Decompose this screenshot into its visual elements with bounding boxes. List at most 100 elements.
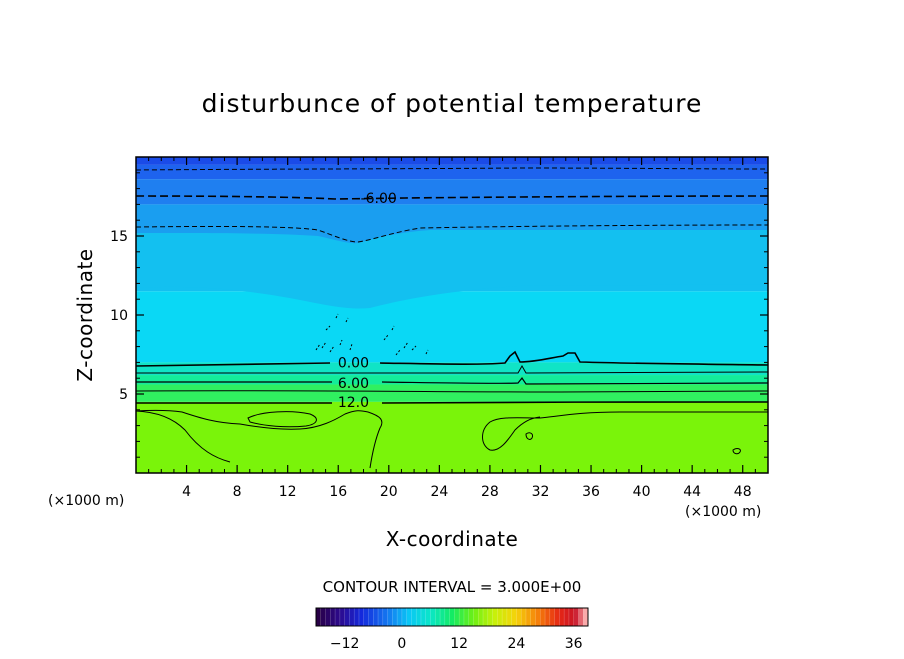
- y-tick-label: 5: [119, 387, 128, 403]
- contour-band: [136, 362, 768, 376]
- x-tick-label: 20: [380, 484, 398, 500]
- colorbar-swatch: [420, 608, 427, 626]
- y-tick-label: 15: [110, 229, 128, 245]
- colorbar-swatch: [411, 608, 417, 626]
- colorbar-tick-label: 36: [565, 636, 583, 652]
- colorbar-swatch: [440, 608, 446, 626]
- contour-line-12: [136, 401, 768, 404]
- colorbar-swatch: [559, 608, 565, 626]
- x-tick-label: 24: [430, 484, 448, 500]
- x-tick-label: 12: [279, 484, 297, 500]
- x-tick-label: 16: [329, 484, 347, 500]
- colorbar-swatch: [535, 608, 541, 626]
- colorbar-swatch: [406, 608, 412, 626]
- colorbar-tick-label: 12: [450, 636, 468, 652]
- contour-lines: [136, 167, 768, 469]
- x-unit-left: (×1000 m): [48, 493, 124, 509]
- x-tick-label: 28: [481, 484, 499, 500]
- contour-band: [136, 375, 768, 385]
- colorbar-swatch: [502, 608, 508, 626]
- contour-band: [136, 384, 768, 402]
- contour-interval-label: CONTOUR INTERVAL = 3.000E+00: [323, 578, 582, 596]
- colorbar-swatch: [511, 608, 517, 626]
- colorbar-swatch: [444, 608, 451, 626]
- colorbar-swatch: [578, 608, 584, 626]
- colorbar-swatch: [392, 608, 398, 626]
- colorbar-swatch: [378, 608, 384, 626]
- colorbar-swatch: [373, 608, 379, 626]
- colorbar-swatch: [487, 608, 493, 626]
- contour-label: 6.00: [338, 376, 369, 392]
- contour-band: [136, 179, 768, 205]
- colorbar-swatch: [435, 608, 441, 626]
- contour-line-neg9: [136, 167, 768, 171]
- colorbar-swatch: [397, 608, 403, 626]
- filled-features: [136, 226, 768, 410]
- contour-bands: [136, 157, 768, 473]
- colorbar-swatch: [335, 608, 341, 626]
- contour-line-0: [136, 350, 768, 367]
- colorbar-swatch: [339, 608, 346, 626]
- x-tick-label: 8: [233, 484, 242, 500]
- contour-band: [136, 164, 768, 180]
- colorbar-swatch: [430, 608, 436, 626]
- contour-line-3: [136, 364, 768, 374]
- colorbar-swatch: [344, 608, 350, 626]
- y-axis-label: Z-coordinate: [73, 248, 97, 381]
- colorbar-swatch: [521, 608, 527, 626]
- colorbar-swatch: [459, 608, 465, 626]
- colorbar-swatch: [358, 608, 365, 626]
- contour-line-neg6: [136, 195, 768, 200]
- colorbar-swatch: [368, 608, 374, 626]
- colorbar-swatch: [497, 608, 503, 626]
- colorbar-swatch: [583, 608, 589, 626]
- colorbar-swatch: [473, 608, 479, 626]
- colorbar-swatch: [554, 608, 560, 626]
- contour-label: 12.0: [338, 395, 369, 411]
- x-tick-label: 4: [182, 484, 191, 500]
- colorbar-swatch: [568, 608, 575, 626]
- colorbar-ticks: −12 0 12 24 36: [330, 636, 583, 652]
- x-tick-label: 40: [633, 484, 651, 500]
- x-unit-right: (×1000 m): [685, 504, 761, 520]
- colorbar-frame: [315, 607, 589, 627]
- contour-line-neg3: [136, 224, 768, 243]
- chart-title: disturbunce of potential temperature: [202, 89, 703, 118]
- x-axis-ticks: 4 8 12 16 20 24 28 32 36 40 44 48: [148, 157, 756, 500]
- plot-area: -6.00 0.00 6.00 12.0: [136, 157, 768, 473]
- colorbar-swatch: [483, 608, 489, 626]
- x-tick-label: 48: [734, 484, 752, 500]
- contour-line-15: [136, 409, 768, 469]
- colorbar-swatch: [468, 608, 474, 626]
- colorbar-tick-label: −12: [330, 636, 360, 652]
- colorbar-swatch: [454, 608, 460, 626]
- colorbar-swatch: [363, 608, 369, 626]
- colorbar-swatch: [449, 608, 455, 626]
- upper-band-dip: [136, 226, 768, 244]
- low-level-green-bulge: [136, 403, 768, 410]
- colorbar-swatch: [516, 608, 522, 626]
- colorbar-swatch: [325, 608, 331, 626]
- contour-band: [136, 291, 768, 363]
- colorbar-swatch: [506, 608, 513, 626]
- colorbar-swatch: [320, 608, 326, 626]
- y-tick-label: 10: [110, 308, 128, 324]
- colorbar-swatch: [492, 608, 498, 626]
- x-tick-label: 32: [532, 484, 550, 500]
- colorbar-swatch: [387, 608, 393, 626]
- colorbar-swatch: [382, 608, 388, 626]
- colorbar-swatch: [330, 608, 336, 626]
- x-axis-label: X-coordinate: [386, 527, 519, 551]
- contour-band: [136, 204, 768, 227]
- contour-line-9: [136, 390, 768, 393]
- colorbar-swatch: [416, 608, 422, 626]
- colorbar-swatch: [316, 608, 322, 626]
- x-tick-label: 36: [582, 484, 600, 500]
- contour-label: 0.00: [338, 355, 369, 371]
- contour-small-cell: [732, 448, 741, 455]
- colorbar-swatch: [540, 608, 546, 626]
- contour-label: -6.00: [361, 191, 397, 207]
- colorbar-swatch: [349, 608, 355, 626]
- contour-labels: -6.00 0.00 6.00 12.0: [338, 191, 397, 411]
